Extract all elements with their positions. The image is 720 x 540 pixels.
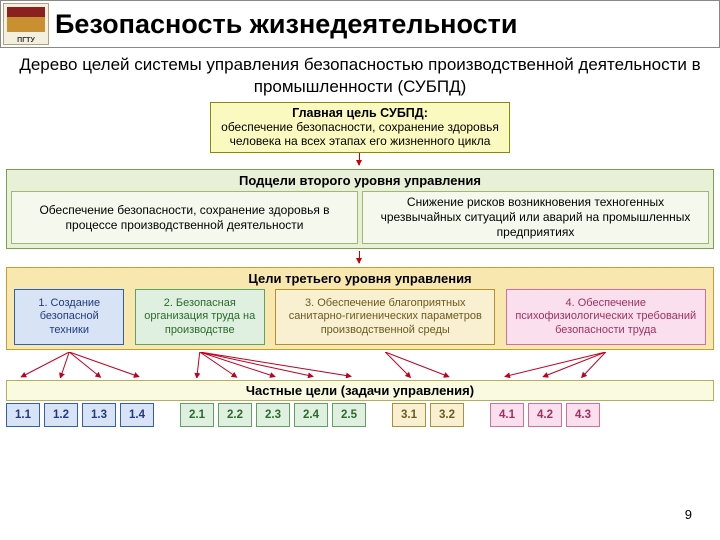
leaf-4-3: 4.3 [566, 403, 600, 427]
leaf-2-4: 2.4 [294, 403, 328, 427]
arrow-l2-to-l3 [0, 251, 720, 265]
level4-title: Частные цели (задачи управления) [11, 383, 709, 398]
main-goal-text: обеспечение безопасности, сохранение здо… [215, 120, 505, 148]
level2-container: Подцели второго уровня управления Обеспе… [6, 169, 714, 249]
level2-title: Подцели второго уровня управления [11, 173, 709, 188]
level3-box-4: 4. Обеспечение психофизиологических треб… [506, 289, 706, 345]
level3-title: Цели третьего уровня управления [11, 271, 709, 286]
leaf-4-1: 4.1 [490, 403, 524, 427]
leaf-row: 1.11.21.31.4 2.12.22.32.42.5 3.13.2 4.14.24… [0, 403, 720, 427]
leaf-2-5: 2.5 [332, 403, 366, 427]
leaf-1-3: 1.3 [82, 403, 116, 427]
leaf-1-1: 1.1 [6, 403, 40, 427]
logo-caption: ПГТУ [4, 37, 48, 44]
arrow-main-to-l2 [0, 153, 720, 167]
leaf-2-2: 2.2 [218, 403, 252, 427]
subtitle: Дерево целей системы управления безопасн… [0, 48, 720, 102]
level2-box-2: Снижение рисков возникновения техногенны… [362, 191, 709, 244]
header: ПГТУ Безопасность жизнедеятельности [0, 0, 720, 48]
leaf-3-2: 3.2 [430, 403, 464, 427]
main-goal-heading: Главная цель СУБПД: [215, 106, 505, 120]
level3-container: Цели третьего уровня управления 1. Созда… [6, 267, 714, 350]
fan-arrows [0, 352, 720, 378]
main-goal-box: Главная цель СУБПД: обеспечение безопасн… [210, 102, 510, 153]
level3-box-1: 1. Создание безопасной техники [14, 289, 124, 345]
logo: ПГТУ [3, 3, 49, 45]
leaf-3-1: 3.1 [392, 403, 426, 427]
page-title: Безопасность жизнедеятельности [55, 9, 517, 40]
level3-box-2: 2. Безопасная организация труда на произ… [135, 289, 265, 345]
leaf-2-3: 2.3 [256, 403, 290, 427]
leaf-4-2: 4.2 [528, 403, 562, 427]
leaf-1-2: 1.2 [44, 403, 78, 427]
page-number: 9 [685, 507, 692, 522]
level2-box-1: Обеспечение безопасности, сохранение здо… [11, 191, 358, 244]
leaf-2-1: 2.1 [180, 403, 214, 427]
level4-title-band: Частные цели (задачи управления) [6, 380, 714, 401]
leaf-1-4: 1.4 [120, 403, 154, 427]
level3-box-3: 3. Обеспечение благоприятных санитарно-г… [275, 289, 495, 345]
